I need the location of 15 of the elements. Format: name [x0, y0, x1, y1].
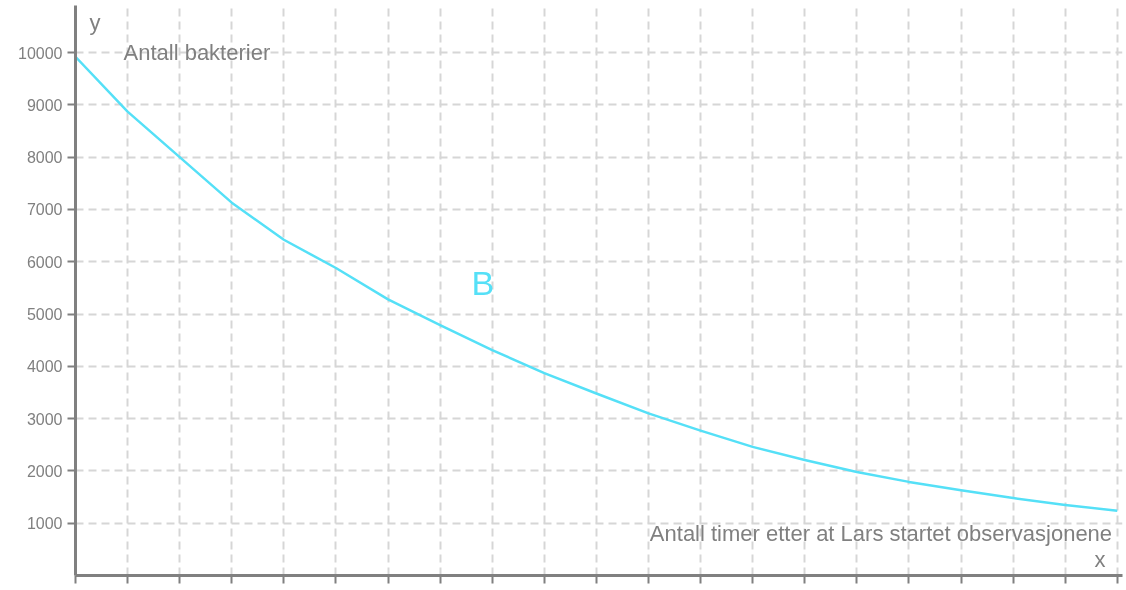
- y-tick-label: 7000: [26, 201, 63, 219]
- y-axis-title: y: [89, 9, 101, 35]
- y-tick-label: 5000: [26, 306, 63, 324]
- annotation: Antall timer etter at Lars startet observasjonene: [649, 520, 1113, 546]
- y-tick-label: 1000: [26, 515, 63, 533]
- y-tick-label: 10000: [18, 44, 63, 62]
- y-tick-label: 4000: [26, 358, 63, 376]
- y-tick-label: 9000: [26, 96, 63, 114]
- series-label: B: [471, 264, 495, 303]
- y-tick-label: 8000: [26, 149, 63, 167]
- y-tick-label: 3000: [26, 410, 63, 428]
- y-tick-label: 6000: [26, 253, 63, 271]
- y-tick-label: 2000: [26, 462, 63, 480]
- x-axis-title: x: [1094, 546, 1106, 572]
- annotation: Antall bakterier: [123, 40, 271, 66]
